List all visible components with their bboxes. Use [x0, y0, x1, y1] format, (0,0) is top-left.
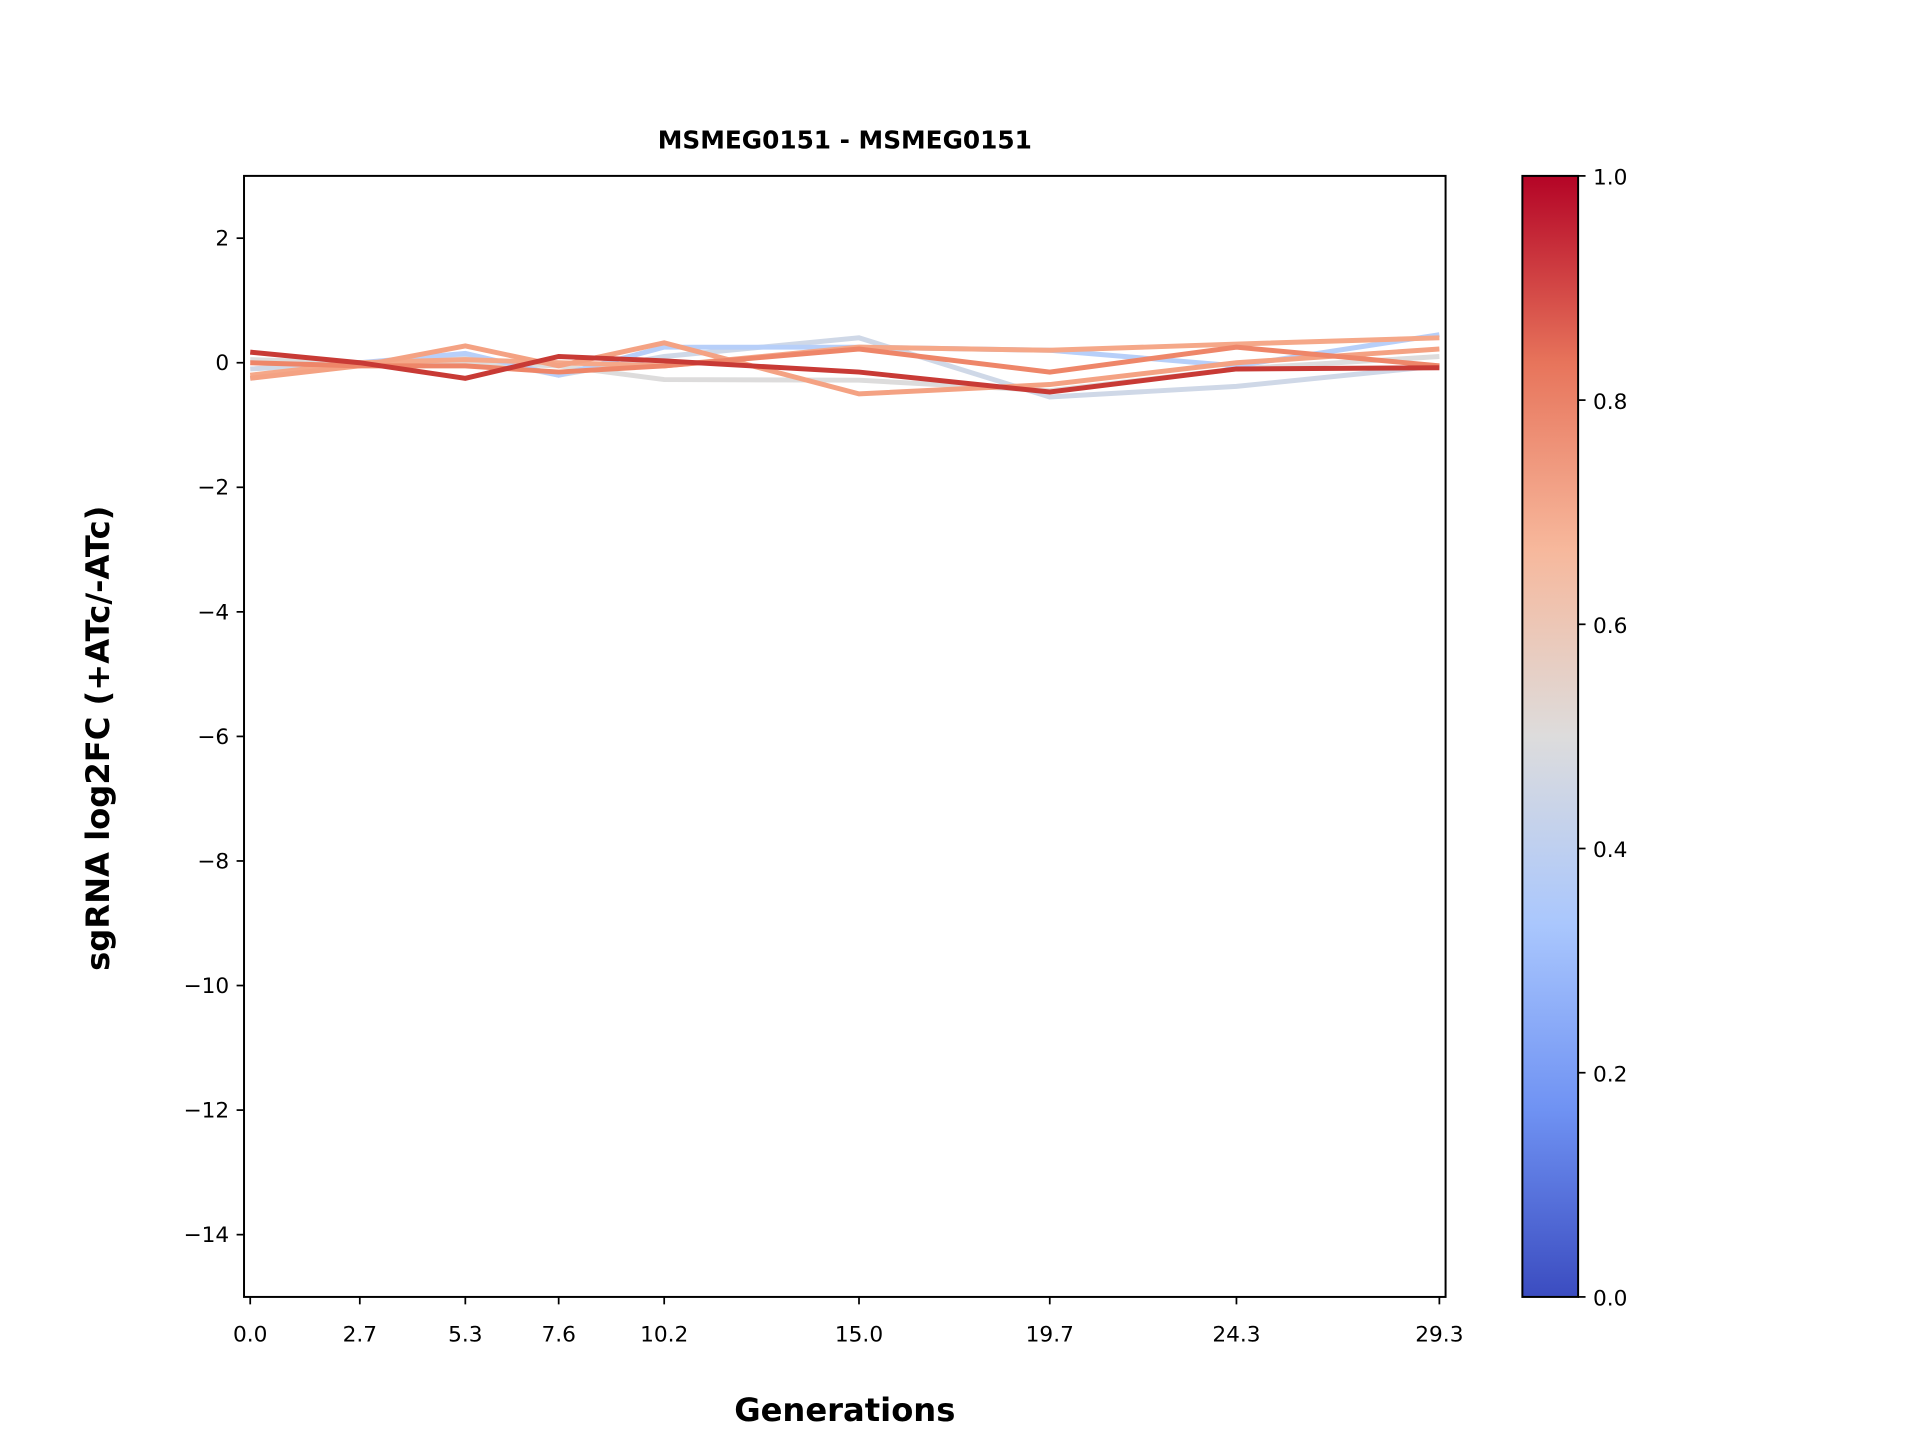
y-tick-label: −14 [183, 1223, 229, 1248]
y-tick-label: 0 [215, 351, 229, 376]
y-tick-label: −10 [183, 974, 229, 999]
x-tick-label: 29.3 [1415, 1323, 1463, 1348]
colorbar-tick-label: 0.4 [1593, 838, 1627, 863]
colorbar-tick-label: 1.0 [1593, 166, 1627, 191]
series-group [249, 332, 1440, 400]
colorbar-tick-label: 0.8 [1593, 390, 1627, 415]
y-tick-label: −12 [183, 1099, 229, 1124]
x-tick-label: 10.2 [640, 1323, 688, 1348]
y-tick-label: −6 [197, 725, 229, 750]
x-tick-label: 7.6 [541, 1323, 575, 1348]
y-axis-label: sgRNA log2FC (+ATc/-ATc) [79, 506, 117, 971]
colorbar-axis: 0.0 0.2 0.4 0.6 0.8 1.0 [1578, 166, 1627, 1312]
colorbar-tick-label: 0.6 [1593, 614, 1627, 639]
x-tick-label: 24.3 [1212, 1323, 1260, 1348]
x-tick-label: 5.3 [448, 1323, 482, 1348]
y-axis: 2 0 −2 −4 −6 −8 −10 −12 −14 [183, 227, 245, 1248]
colorbar [1521, 174, 1580, 1298]
y-tick-label: −8 [197, 849, 229, 874]
series-line-6 [249, 349, 1440, 395]
x-tick-label: 2.7 [343, 1323, 377, 1348]
y-tick-label: −2 [197, 476, 229, 501]
x-tick-label: 19.7 [1026, 1323, 1074, 1348]
y-tick-label: −4 [197, 600, 229, 625]
chart-title: MSMEG0151 - MSMEG0151 [658, 126, 1032, 155]
colorbar-tick-label: 0.0 [1593, 1287, 1627, 1312]
x-tick-label: 15.0 [835, 1323, 883, 1348]
x-tick-label: 0.0 [233, 1323, 267, 1348]
series-line-4 [249, 340, 1440, 397]
y-tick-label: 2 [215, 227, 229, 252]
x-axis: 0.0 2.7 5.3 7.6 10.2 15.0 19.7 24.3 29.3 [233, 1296, 1463, 1348]
colorbar-tick-label: 0.2 [1593, 1062, 1627, 1087]
x-axis-label: Generations [734, 1391, 955, 1429]
